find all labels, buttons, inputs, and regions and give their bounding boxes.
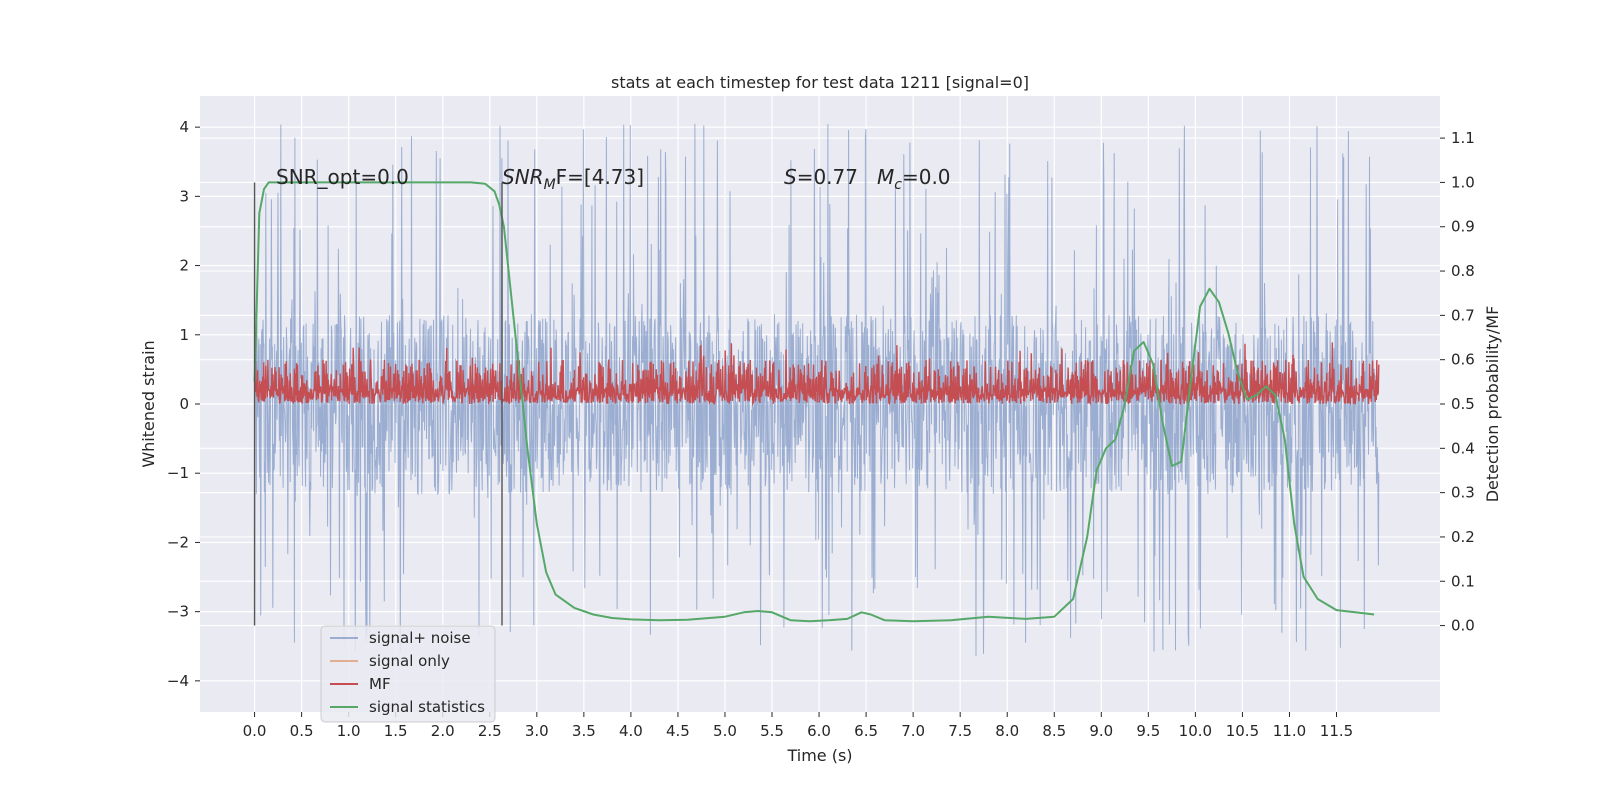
x-tick-label: 8.0: [995, 722, 1019, 740]
y-axis-right-ticks: 1.1 1.0 0.9 0.8 0.7 0.6 0.5 0.4 0.3 0.2 0.1 0.0: [1440, 129, 1475, 635]
x-tick-label: 6.0: [807, 722, 831, 740]
series-layer: [253, 123, 1380, 657]
y-right-tick-label: 0.2: [1451, 528, 1475, 546]
annotation-s-value: =0.77: [797, 165, 858, 189]
annotation-snr-mf-base: SNR: [502, 165, 544, 189]
y-left-tick-label: 0: [179, 395, 189, 413]
y-right-tick-label: 0.1: [1451, 572, 1475, 590]
x-tick-label: 6.5: [854, 722, 878, 740]
x-tick-label: 2.5: [478, 722, 502, 740]
annotation-mc-base: M: [877, 165, 894, 189]
x-tick-label: 9.0: [1089, 722, 1113, 740]
vlines: [253, 182, 503, 626]
y-left-tick-label: 2: [179, 257, 189, 275]
x-tick-label: 4.0: [619, 722, 643, 740]
x-axis-ticks: 0.0 0.5 1.0 1.5 2.0 2.5 3.0 3.5 4.0 4.5 5.0 5.5 6.0 6…: [243, 712, 1353, 740]
x-tick-label: 4.5: [666, 722, 690, 740]
y-right-tick-label: 0.6: [1451, 351, 1475, 369]
legend-label-mf: MF: [369, 675, 391, 693]
annotation-mc: Mc=0.0: [877, 165, 951, 193]
x-axis-label: Time (s): [786, 746, 852, 765]
x-tick-label: 0.0: [243, 722, 267, 740]
y-left-tick-label: −2: [167, 533, 189, 551]
annotation-snr-mf-rest: F=[4.73]: [556, 165, 644, 189]
annotation-mc-sub: c: [894, 177, 902, 193]
x-tick-label: 2.0: [431, 722, 455, 740]
y-right-tick-label: 0.3: [1451, 484, 1475, 502]
y-left-tick-label: −1: [167, 464, 189, 482]
legend-label-signal-noise: signal+ noise: [369, 629, 471, 647]
legend-label-signal-only: signal only: [369, 652, 450, 670]
x-tick-label: 8.5: [1042, 722, 1066, 740]
x-tick-label: 7.0: [901, 722, 925, 740]
x-tick-label: 5.0: [713, 722, 737, 740]
legend-label-signal-statistics: signal statistics: [369, 698, 485, 716]
x-tick-label: 1.5: [384, 722, 408, 740]
chart-title: stats at each timestep for test data 121…: [611, 73, 1029, 92]
y-axis-left-ticks: 4 3 2 1 0 −1 −2 −3 −4: [167, 118, 200, 690]
x-tick-label: 0.5: [290, 722, 314, 740]
y-left-tick-label: 1: [179, 326, 189, 344]
series-mf: [253, 342, 1380, 407]
annotation-s: S=0.77: [784, 165, 858, 189]
x-tick-label: 10.5: [1226, 722, 1259, 740]
annotation-snr-mf-sub: M: [544, 177, 556, 193]
y-right-tick-label: 0.8: [1451, 262, 1475, 280]
y-right-tick-label: 0.7: [1451, 306, 1475, 324]
series-signal-noise: [254, 123, 1380, 657]
y-right-tick-label: 0.4: [1451, 439, 1475, 457]
y-right-tick-label: 0.5: [1451, 395, 1475, 413]
annotation-mc-value: =0.0: [902, 165, 951, 189]
x-tick-label: 1.0: [337, 722, 361, 740]
annotation-snr-opt: SNR_opt=0.0: [276, 165, 409, 189]
y-left-tick-label: 4: [179, 118, 189, 136]
x-tick-label: 3.0: [525, 722, 549, 740]
x-tick-label: 5.5: [760, 722, 784, 740]
annotation-snr-mf: SNRMF=[4.73]: [502, 165, 644, 193]
y-axis-left-label: Whitened strain: [139, 340, 158, 467]
y-left-tick-label: −3: [167, 603, 189, 621]
x-tick-label: 9.5: [1136, 722, 1160, 740]
y-right-tick-label: 0.9: [1451, 218, 1475, 236]
x-tick-label: 3.5: [572, 722, 596, 740]
x-tick-label: 11.5: [1320, 722, 1353, 740]
legend-box: [320, 625, 496, 723]
x-tick-label: 11.0: [1273, 722, 1306, 740]
y-right-tick-label: 1.1: [1451, 129, 1475, 147]
series-signal-statistics: [253, 181, 1375, 623]
y-right-tick-label: 0.0: [1451, 617, 1475, 635]
x-tick-label: 7.5: [948, 722, 972, 740]
y-axis-right-label: Detection probability/MF: [1483, 306, 1502, 503]
legend: signal+ noise signal only MF signal stat…: [320, 625, 496, 723]
y-left-tick-label: −4: [167, 672, 189, 690]
y-left-tick-label: 3: [179, 187, 189, 205]
y-right-tick-label: 1.0: [1451, 173, 1475, 191]
x-tick-label: 10.0: [1179, 722, 1212, 740]
annotation-s-label: S: [784, 165, 797, 189]
